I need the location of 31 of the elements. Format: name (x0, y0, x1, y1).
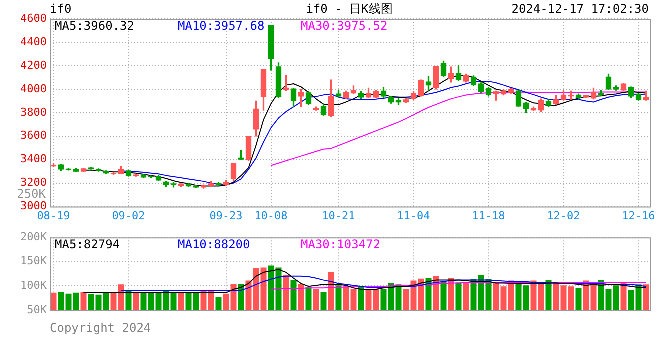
x-tick-label: 12-02 (547, 209, 580, 222)
text: MA5:3960.32 (55, 19, 134, 34)
text: 250K (16, 187, 46, 201)
text: MA5:82794 (55, 238, 120, 252)
text: 2024-12-17 17:02:30 (512, 2, 649, 16)
y-tick-label: 3600 (20, 129, 47, 142)
text: Copyright 2024 (50, 321, 152, 335)
y-tick-label: 3400 (20, 152, 47, 166)
x-tick-label: 09-02 (112, 209, 146, 222)
y-tick-label: 100K (20, 278, 48, 292)
y-tick-label: 4000 (20, 82, 47, 96)
y-tick-label: 150K (20, 254, 48, 268)
text: MA10:88200 (178, 238, 250, 252)
y-tick-label: 200K (20, 230, 48, 244)
x-tick-label: 09-23 (210, 209, 243, 222)
y-tick-label: 50K (27, 303, 48, 316)
chart-title: if0 - 日K线图 (306, 2, 393, 16)
text: MA30:103472 (301, 238, 380, 252)
text: if0 (50, 2, 72, 16)
x-tick-label: 11-04 (397, 209, 431, 222)
x-tick-label: 12-16 (622, 209, 656, 222)
x-tick-label: 11-18 (472, 209, 506, 222)
x-tick-label: 10-08 (254, 209, 288, 222)
y-tick-label: 4600 (20, 12, 47, 25)
x-tick-label: 10-21 (322, 209, 356, 222)
y-tick-label: 3800 (20, 106, 47, 119)
y-tick-label: 3200 (20, 176, 47, 190)
text: MA10:3957.68 (178, 19, 265, 34)
text: MA30:3975.52 (301, 19, 388, 34)
y-tick-label: 4400 (20, 35, 47, 48)
y-tick-label: 4200 (20, 58, 47, 72)
